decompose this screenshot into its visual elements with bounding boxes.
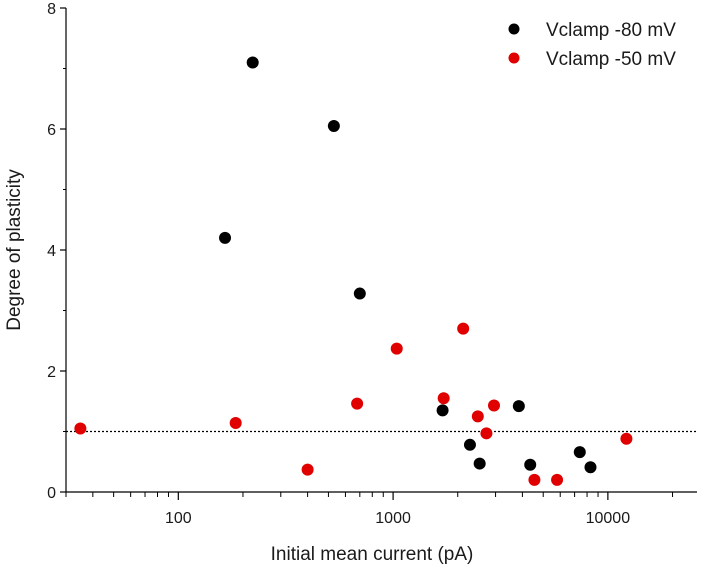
data-point-vclamp-50 (487, 399, 500, 412)
y-tick-label: 6 (47, 122, 56, 139)
data-point-vclamp-50 (301, 463, 314, 476)
axes (60, 7, 697, 500)
data-point-vclamp-50 (351, 397, 364, 410)
data-point-vclamp-50 (480, 427, 493, 440)
data-point-vclamp-80 (463, 438, 476, 451)
legend-marker-vclamp-80 (508, 23, 520, 35)
data-point-vclamp-80 (436, 404, 449, 417)
data-point-vclamp-80 (512, 400, 525, 413)
data-point-vclamp-50 (471, 410, 484, 423)
x-tick-label: 1000 (375, 510, 411, 527)
data-point-vclamp-80 (246, 56, 259, 69)
x-axis-title: Initial mean current (pA) (271, 544, 474, 565)
data-point-vclamp-50 (528, 473, 541, 486)
y-tick-label: 2 (47, 364, 56, 381)
legend-label-vclamp-50: Vclamp -50 mV (546, 49, 676, 70)
x-tick-label: 100 (165, 510, 192, 527)
legend: Vclamp -80 mV Vclamp -50 mV (508, 20, 676, 70)
data-point-vclamp-80 (573, 446, 586, 459)
data-point-vclamp-80 (524, 458, 537, 471)
data-point-vclamp-50 (551, 473, 564, 486)
data-point-vclamp-80 (584, 461, 597, 474)
data-point-vclamp-80 (327, 119, 340, 132)
data-point-vclamp-80 (473, 457, 486, 470)
data-point-vclamp-80 (353, 287, 366, 300)
tick-labels: 0 2 4 6 8 100 1000 10000 (47, 1, 630, 527)
data-point-vclamp-50 (620, 432, 633, 445)
x-tick-label: 10000 (586, 510, 631, 527)
data-point-vclamp-50 (437, 392, 450, 405)
data-points (74, 56, 633, 486)
legend-label-vclamp-80: Vclamp -80 mV (546, 20, 676, 41)
y-tick-label: 0 (47, 485, 56, 502)
data-point-vclamp-80 (219, 231, 232, 244)
legend-marker-vclamp-50 (508, 52, 520, 64)
y-axis-title: Degree of plasticity (4, 169, 25, 331)
data-point-vclamp-50 (74, 422, 87, 435)
y-tick-label: 8 (47, 1, 56, 18)
data-point-vclamp-50 (229, 417, 242, 430)
y-tick-label: 4 (47, 243, 56, 260)
data-point-vclamp-50 (390, 342, 403, 355)
data-point-vclamp-50 (457, 322, 470, 335)
